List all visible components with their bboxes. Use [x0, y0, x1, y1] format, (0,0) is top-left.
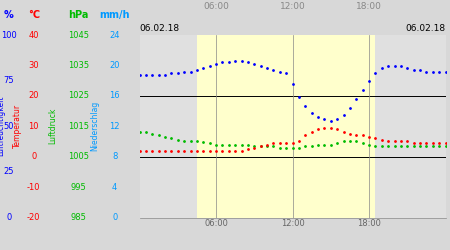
Text: mm/h: mm/h [99, 10, 130, 20]
Text: 30: 30 [28, 61, 39, 70]
Text: 75: 75 [4, 76, 14, 85]
Bar [375, 35, 446, 218]
Text: 1045: 1045 [68, 30, 89, 40]
Bar [140, 35, 197, 218]
Text: 12: 12 [109, 122, 120, 131]
Text: 16: 16 [109, 91, 120, 100]
Text: 995: 995 [71, 182, 86, 192]
Text: 1015: 1015 [68, 122, 89, 131]
Text: 50: 50 [4, 122, 14, 131]
Text: 20: 20 [28, 91, 39, 100]
Text: 25: 25 [4, 168, 14, 176]
Text: 1005: 1005 [68, 152, 89, 161]
Text: 10: 10 [28, 122, 39, 131]
Bar [197, 35, 375, 218]
Text: 0: 0 [31, 152, 36, 161]
Text: 12:00: 12:00 [279, 2, 306, 11]
Text: 0: 0 [6, 213, 12, 222]
Text: Luftdruck: Luftdruck [49, 108, 58, 144]
Text: 18:00: 18:00 [356, 2, 382, 11]
Text: 06.02.18: 06.02.18 [140, 24, 180, 33]
Text: 8: 8 [112, 152, 117, 161]
Text: %: % [4, 10, 14, 20]
Text: 0: 0 [112, 213, 117, 222]
Text: Temperatur: Temperatur [13, 104, 22, 148]
Text: hPa: hPa [68, 10, 89, 20]
Text: °C: °C [28, 10, 40, 20]
Text: Niederschlag: Niederschlag [90, 101, 99, 151]
Text: 06.02.18: 06.02.18 [405, 24, 446, 33]
Text: 40: 40 [28, 30, 39, 40]
Text: 1025: 1025 [68, 91, 89, 100]
Text: 24: 24 [109, 30, 120, 40]
Text: -10: -10 [27, 182, 40, 192]
Text: 06:00: 06:00 [203, 2, 229, 11]
Text: -20: -20 [27, 213, 40, 222]
Text: Luftfeuchtigkeit: Luftfeuchtigkeit [0, 96, 5, 156]
Text: 4: 4 [112, 182, 117, 192]
Text: 20: 20 [109, 61, 120, 70]
Text: 1035: 1035 [68, 61, 89, 70]
Text: 985: 985 [71, 213, 87, 222]
Text: 100: 100 [1, 30, 17, 40]
